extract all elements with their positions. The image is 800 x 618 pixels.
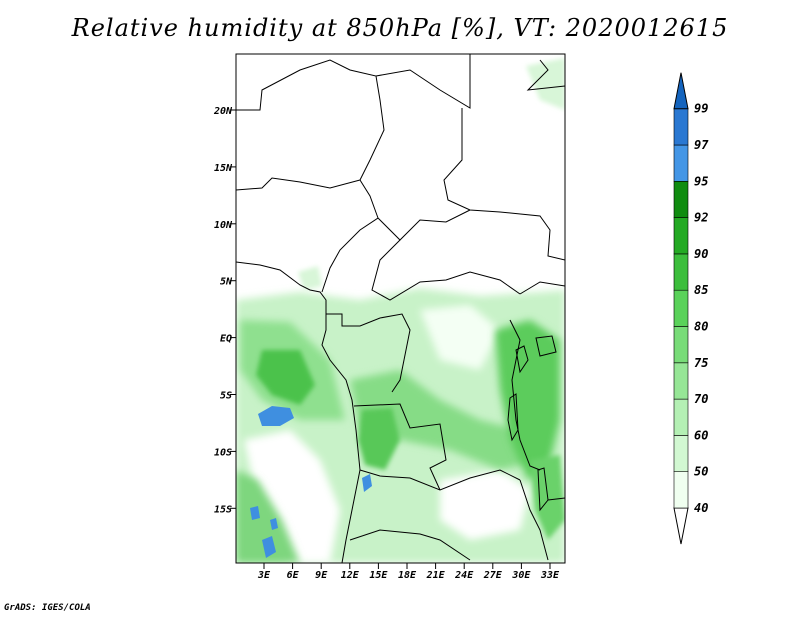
lat-tick-label: EQ [220,334,232,345]
border-segment [236,59,385,181]
colorbar-segment [673,326,689,364]
longitude-axis: 3E 6E 9E 12E 15E 18E 21E 24E 27E 30E 33E [257,563,560,581]
colorbar-label: 90 [694,247,708,261]
humidity-area-85-east [495,320,560,480]
lake-outline [507,393,519,442]
border-segment [377,209,471,241]
colorbar-label: 60 [694,428,708,442]
border-segment [443,108,565,261]
colorbar: 40 50 60 70 75 80 85 90 92 95 97 99 [673,72,709,545]
colorbar-segment [673,144,689,182]
humidity-area-85-west [256,350,315,405]
map-frame [235,53,566,564]
humidity-area-60-north [298,266,322,290]
colorbar-label: 75 [694,356,708,370]
colorbar-upper-extension [673,72,689,110]
colorbar-label: 99 [694,102,708,116]
lon-tick-label: 30E [511,570,531,581]
border-segment [326,313,411,393]
humidity-area-75-central [350,370,540,470]
lon-tick-label: 27E [483,570,503,581]
colorbar-label: 97 [694,138,709,152]
colorbar-segment [673,435,689,472]
colorbar-lower-extension [673,507,689,545]
colorbar-label: 40 [694,501,708,515]
humidity-area-75-southwest [236,470,300,563]
latitude-axis: 20N 15N 10N 5N EQ 5S 10S 15S [213,106,236,515]
humidity-field [236,58,565,563]
border-segment [321,179,379,293]
lake-outline [537,467,549,512]
country-borders [236,54,565,563]
colorbar-label: 92 [694,211,708,225]
colorbar-segment [673,362,689,400]
colorbar-label: 95 [694,174,708,188]
border-segment [371,239,521,301]
colorbar-segment [673,253,689,291]
lon-tick-label: 12E [341,570,360,581]
colorbar-segment [673,181,689,218]
grads-credit: GrADS: IGES/COLA [4,603,91,613]
humidity-area-95-southwest-mid [270,518,278,530]
colorbar-label: 70 [694,392,708,406]
coastline-gulf-of-guinea [236,261,361,563]
colorbar-label: 85 [694,283,708,297]
humidity-area-40-dry-east [420,305,500,370]
colorbar-segment [673,108,689,146]
lake-outline [535,335,557,357]
humidity-area-95-plateau [362,474,372,492]
border-segment [526,59,565,91]
lon-tick-label: 3E [257,570,271,581]
border-segment [236,177,361,191]
lon-tick-label: 6E [287,570,300,581]
lon-tick-label: 18E [398,570,417,581]
lat-tick-label: 15N [214,163,233,174]
colorbar-segment [673,471,689,509]
lat-tick-label: 20N [213,106,233,117]
humidity-area-95-southwest-small [250,506,260,520]
lon-tick-label: 21E [426,570,446,581]
border-segment [359,469,521,491]
humidity-area-95-west [258,406,294,426]
lat-tick-label: 5N [220,277,233,288]
border-segment [509,319,541,471]
border-segment [375,54,471,109]
border-segment [353,403,447,491]
lake-outline [515,345,529,374]
humidity-area-40-dry [244,430,340,563]
colorbar-segment [673,398,689,436]
humidity-area-85-plateau [358,408,400,470]
map-title: Relative humidity at 850hPa [%], VT: 202… [71,14,729,42]
humidity-area-40-dry-south [440,470,530,540]
lon-tick-label: 15E [369,570,388,581]
humidity-area-95-southwest [262,536,276,558]
lon-tick-label: 24E [454,570,474,581]
lon-tick-label: 9E [315,570,328,581]
border-segment [547,497,565,501]
lat-tick-label: 10S [214,447,232,458]
border-segment [349,529,471,561]
colorbar-segment [673,289,689,327]
colorbar-label: 80 [694,320,708,334]
lat-tick-label: 5S [220,391,232,402]
lat-tick-label: 10N [214,220,233,231]
humidity-area-60-northeast [526,58,565,110]
colorbar-label: 50 [694,465,708,479]
lat-tick-label: 15S [214,504,232,515]
lon-tick-label: 33E [540,570,560,581]
border-segment [519,281,565,295]
border-segment [519,479,549,561]
colorbar-segment [673,217,689,255]
